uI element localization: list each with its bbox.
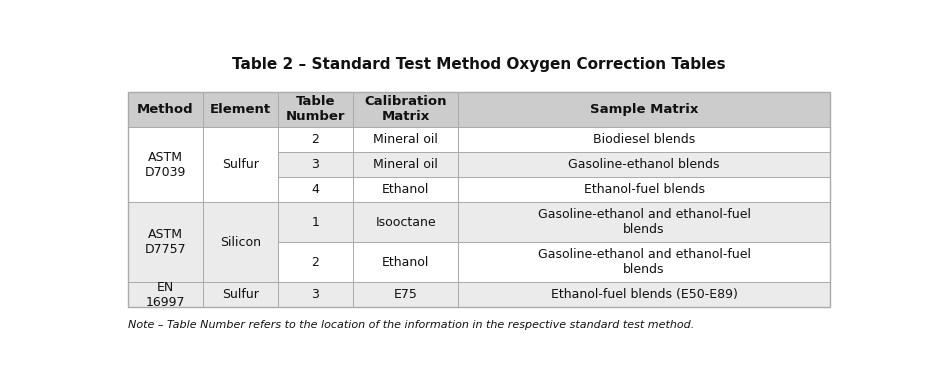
Bar (353, 177, 459, 202)
Text: Gasoline-ethanol and ethanol-fuel
blends: Gasoline-ethanol and ethanol-fuel blends (538, 208, 751, 236)
Text: 2: 2 (312, 256, 319, 269)
Bar (277, 92, 353, 127)
Bar (128, 127, 203, 202)
Text: 3: 3 (312, 288, 319, 301)
Bar (128, 202, 203, 282)
Text: Mineral oil: Mineral oil (374, 158, 438, 171)
Text: 3: 3 (312, 158, 319, 171)
Bar (459, 127, 829, 152)
Bar (203, 127, 277, 202)
Text: Sample Matrix: Sample Matrix (590, 103, 699, 116)
Text: Ethanol: Ethanol (382, 183, 430, 196)
Bar (277, 282, 353, 307)
Bar (128, 92, 829, 307)
Bar (459, 282, 829, 307)
Text: Table 2 – Standard Test Method Oxygen Correction Tables: Table 2 – Standard Test Method Oxygen Co… (232, 57, 726, 72)
Bar (128, 92, 203, 127)
Bar (353, 92, 459, 127)
Bar (277, 127, 353, 152)
Text: 2: 2 (312, 133, 319, 146)
Bar (353, 202, 459, 242)
Text: Table
Number: Table Number (286, 96, 346, 124)
Bar (277, 202, 353, 242)
Text: Calibration
Matrix: Calibration Matrix (364, 96, 446, 124)
Text: Biodiesel blends: Biodiesel blends (593, 133, 695, 146)
Text: 1: 1 (312, 216, 319, 229)
Text: Sulfur: Sulfur (222, 288, 259, 301)
Bar (277, 242, 353, 282)
Text: Sulfur: Sulfur (222, 158, 259, 171)
Text: EN
16997: EN 16997 (146, 281, 185, 309)
Text: Gasoline-ethanol and ethanol-fuel
blends: Gasoline-ethanol and ethanol-fuel blends (538, 248, 751, 276)
Text: Note – Table Number refers to the location of the information in the respective : Note – Table Number refers to the locati… (128, 320, 694, 330)
Bar (128, 282, 203, 307)
Bar (353, 152, 459, 177)
Bar (353, 282, 459, 307)
Text: Isooctane: Isooctane (375, 216, 436, 229)
Text: E75: E75 (394, 288, 417, 301)
Text: Ethanol-fuel blends (E50-E89): Ethanol-fuel blends (E50-E89) (550, 288, 738, 301)
Text: 4: 4 (312, 183, 319, 196)
Text: Ethanol: Ethanol (382, 256, 430, 269)
Bar (203, 202, 277, 282)
Bar (459, 92, 829, 127)
Text: Gasoline-ethanol blends: Gasoline-ethanol blends (568, 158, 720, 171)
Bar (203, 92, 277, 127)
Bar (459, 152, 829, 177)
Bar (277, 177, 353, 202)
Text: Ethanol-fuel blends: Ethanol-fuel blends (584, 183, 704, 196)
Bar (353, 242, 459, 282)
Text: Element: Element (210, 103, 271, 116)
Bar (277, 152, 353, 177)
Text: ASTM
D7757: ASTM D7757 (145, 228, 186, 256)
Bar (459, 242, 829, 282)
Bar (459, 177, 829, 202)
Text: Method: Method (137, 103, 193, 116)
Bar (353, 127, 459, 152)
Text: Silicon: Silicon (219, 236, 261, 249)
Bar (203, 282, 277, 307)
Text: ASTM
D7039: ASTM D7039 (145, 150, 186, 178)
Bar (459, 202, 829, 242)
Text: Mineral oil: Mineral oil (374, 133, 438, 146)
